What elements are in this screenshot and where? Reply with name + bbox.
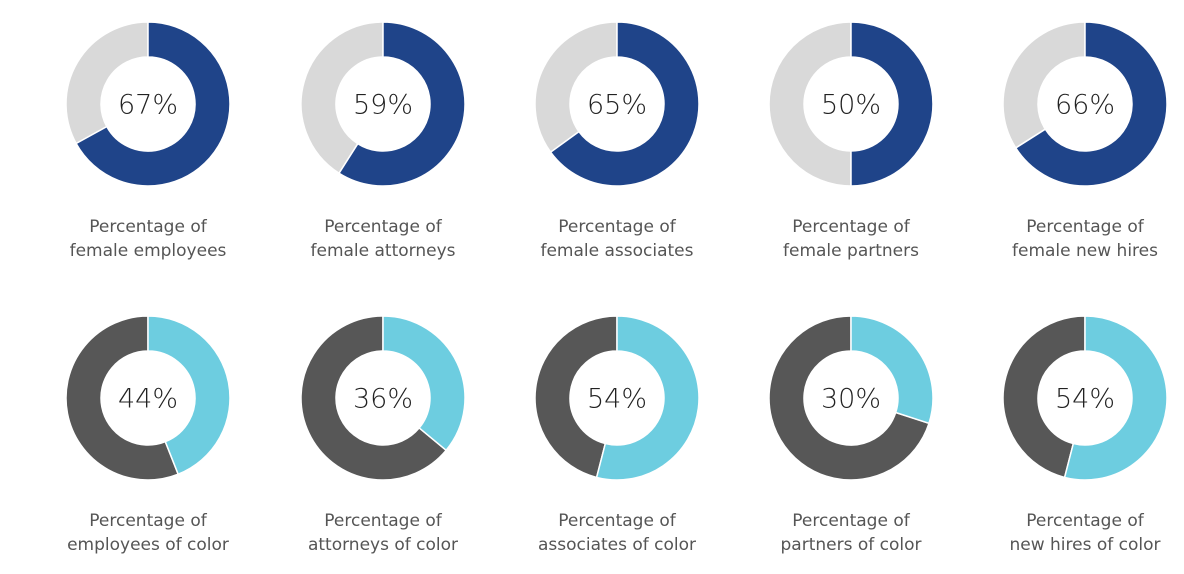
- donut-value-slice: [595, 315, 700, 481]
- donut-value-slice: [549, 21, 700, 187]
- donut-caption-line: Percentage of: [89, 217, 207, 237]
- donut-caption-line: female employees: [69, 241, 227, 261]
- donut-value-slice: [147, 315, 231, 476]
- donut-remainder-slice: [300, 21, 384, 175]
- donut-caption: Percentage of female partners: [741, 215, 961, 263]
- donut-caption-line: Percentage of: [792, 217, 910, 237]
- donut-chart: 30% Percentage of partners of color: [741, 303, 961, 563]
- donut-caption-line: Percentage of: [558, 217, 676, 237]
- donut-caption-line: female associates: [540, 241, 694, 261]
- donut-caption-line: female new hires: [1012, 241, 1158, 261]
- donut-caption: Percentage of associates of color: [507, 509, 727, 557]
- donut-caption: Percentage of female employees: [38, 215, 258, 263]
- donut-remainder-slice: [768, 315, 930, 481]
- donut-value-slice: [1063, 315, 1168, 481]
- donut-chart: 50% Percentage of female partners: [741, 9, 961, 269]
- donut-center-label: 54%: [1055, 384, 1115, 415]
- donut-remainder-slice: [534, 315, 618, 479]
- donut-caption: Percentage of female associates: [507, 215, 727, 263]
- donut-chart: 54% Percentage of new hires of color: [975, 303, 1184, 563]
- donut-chart: 36% Percentage of attorneys of color: [273, 303, 493, 563]
- donut-center-label: 50%: [821, 90, 881, 121]
- donut-caption-line: partners of color: [780, 535, 922, 555]
- donut-caption: Percentage of employees of color: [38, 509, 258, 557]
- donut-value-slice: [1014, 21, 1168, 187]
- donut-svg: 44%: [65, 315, 231, 481]
- donut-caption-line: attorneys of color: [307, 535, 459, 555]
- donut-svg: 67%: [65, 21, 231, 187]
- donut-caption: Percentage of new hires of color: [975, 509, 1184, 557]
- donut-caption-line: employees of color: [67, 535, 229, 555]
- donut-svg: 36%: [300, 315, 466, 481]
- donut-center-label: 65%: [587, 90, 647, 121]
- donut-caption-line: Percentage of: [792, 511, 910, 531]
- donut-svg: 54%: [1002, 315, 1168, 481]
- donut-remainder-slice: [1002, 315, 1086, 479]
- donut-value-slice: [850, 21, 934, 187]
- donut-remainder-slice: [534, 21, 618, 154]
- donut-center-label: 30%: [821, 384, 881, 415]
- donut-caption: Percentage of female new hires: [975, 215, 1184, 263]
- donut-value-slice: [850, 315, 934, 425]
- donut-caption-line: female attorneys: [310, 241, 456, 261]
- donut-chart: 44% Percentage of employees of color: [38, 303, 258, 563]
- donut-chart: 66% Percentage of female new hires: [975, 9, 1184, 269]
- donut-svg: 66%: [1002, 21, 1168, 187]
- donut-center-label: 67%: [118, 90, 178, 121]
- donut-remainder-slice: [65, 21, 149, 145]
- donut-caption-line: Percentage of: [558, 511, 676, 531]
- donut-caption-line: Percentage of: [1026, 217, 1144, 237]
- donut-caption-line: Percentage of: [1026, 511, 1144, 531]
- donut-svg: 30%: [768, 315, 934, 481]
- donut-remainder-slice: [300, 315, 448, 481]
- donut-center-label: 36%: [353, 384, 413, 415]
- donut-svg: 59%: [300, 21, 466, 187]
- donut-value-slice: [382, 315, 466, 452]
- donut-caption-line: associates of color: [537, 535, 697, 555]
- donut-remainder-slice: [1002, 21, 1086, 149]
- donut-chart: 67% Percentage of female employees: [38, 9, 258, 269]
- donut-chart: 54% Percentage of associates of color: [507, 303, 727, 563]
- donut-chart: 59% Percentage of female attorneys: [273, 9, 493, 269]
- donut-value-slice: [75, 21, 231, 187]
- donut-chart: 65% Percentage of female associates: [507, 9, 727, 269]
- donut-center-label: 44%: [118, 384, 178, 415]
- donut-caption-line: female partners: [783, 241, 919, 261]
- donut-center-label: 54%: [587, 384, 647, 415]
- donut-caption-line: Percentage of: [89, 511, 207, 531]
- donut-center-label: 66%: [1055, 90, 1115, 121]
- donut-remainder-slice: [768, 21, 852, 187]
- donut-value-slice: [338, 21, 466, 187]
- donut-caption-line: new hires of color: [1009, 535, 1161, 555]
- donut-svg: 54%: [534, 315, 700, 481]
- donut-remainder-slice: [65, 315, 180, 481]
- donut-svg: 50%: [768, 21, 934, 187]
- donut-svg: 65%: [534, 21, 700, 187]
- donut-caption: Percentage of female attorneys: [273, 215, 493, 263]
- donut-caption: Percentage of attorneys of color: [273, 509, 493, 557]
- donut-caption: Percentage of partners of color: [741, 509, 961, 557]
- donut-caption-line: Percentage of: [324, 217, 442, 237]
- donut-center-label: 59%: [353, 90, 413, 121]
- donut-caption-line: Percentage of: [324, 511, 442, 531]
